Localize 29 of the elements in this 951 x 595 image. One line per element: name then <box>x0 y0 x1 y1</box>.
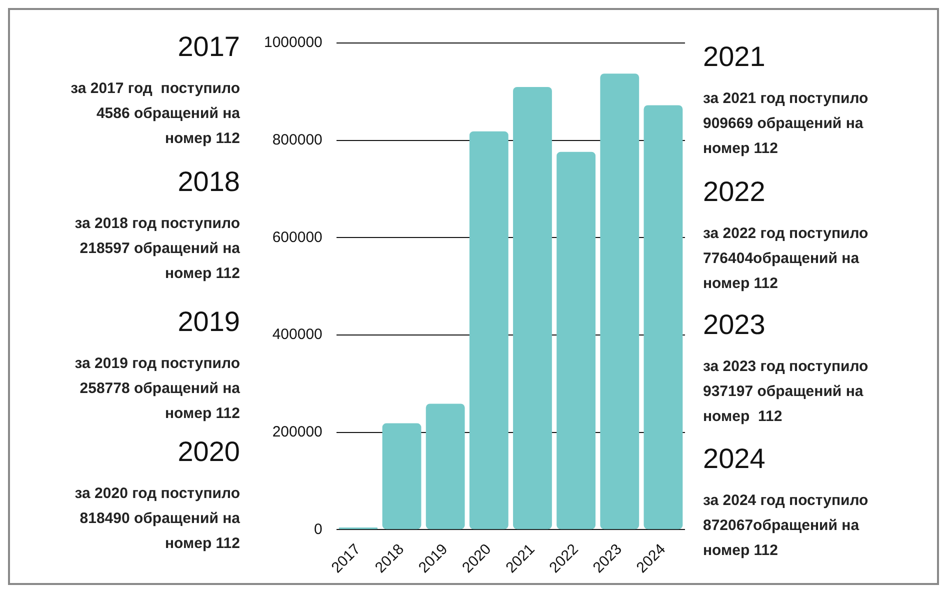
text: за 2020 год поступило 818490 обращений на номер 112 <box>74 484 240 554</box>
text: 2021 <box>703 40 766 74</box>
text: за 2023 год поступило 937197 обращений на номер 112 <box>703 357 870 427</box>
bar <box>600 74 640 530</box>
y-tick-label: 200000 <box>272 423 322 440</box>
text: за 2024 год поступило 872067обращений на номер 112 <box>703 491 870 561</box>
bar <box>382 423 422 530</box>
text: 2020 <box>176 435 240 469</box>
bar <box>469 131 508 530</box>
bar <box>644 105 683 530</box>
text: за 2017 год поступило 4586 обращений на номер 112 <box>70 79 240 149</box>
text: за 2022 год поступило 776404обращений на номер 112 <box>703 224 870 294</box>
y-tick-label: 400000 <box>272 326 322 344</box>
text: 2024 <box>703 442 766 476</box>
y-tick-label: 0 <box>314 520 322 538</box>
text: 2022 <box>703 175 766 209</box>
text: за 2018 год поступило 218597 обращений на номер 112 <box>74 214 240 284</box>
text: 2017 <box>176 30 240 64</box>
text: 2023 <box>703 308 766 342</box>
text: за 2021 год поступило 909669 обращений на номер 112 <box>703 89 870 159</box>
bar <box>426 404 465 530</box>
y-tick-label: 1000000 <box>264 34 322 52</box>
y-tick-label: 800000 <box>272 131 322 148</box>
text: 2019 <box>176 305 240 339</box>
text: 2018 <box>176 165 240 199</box>
text: за 2019 год поступило 258778 обращений на номер 112 <box>74 354 240 424</box>
bar <box>556 152 596 530</box>
y-tick-label: 600000 <box>272 228 322 246</box>
bar <box>513 86 552 530</box>
